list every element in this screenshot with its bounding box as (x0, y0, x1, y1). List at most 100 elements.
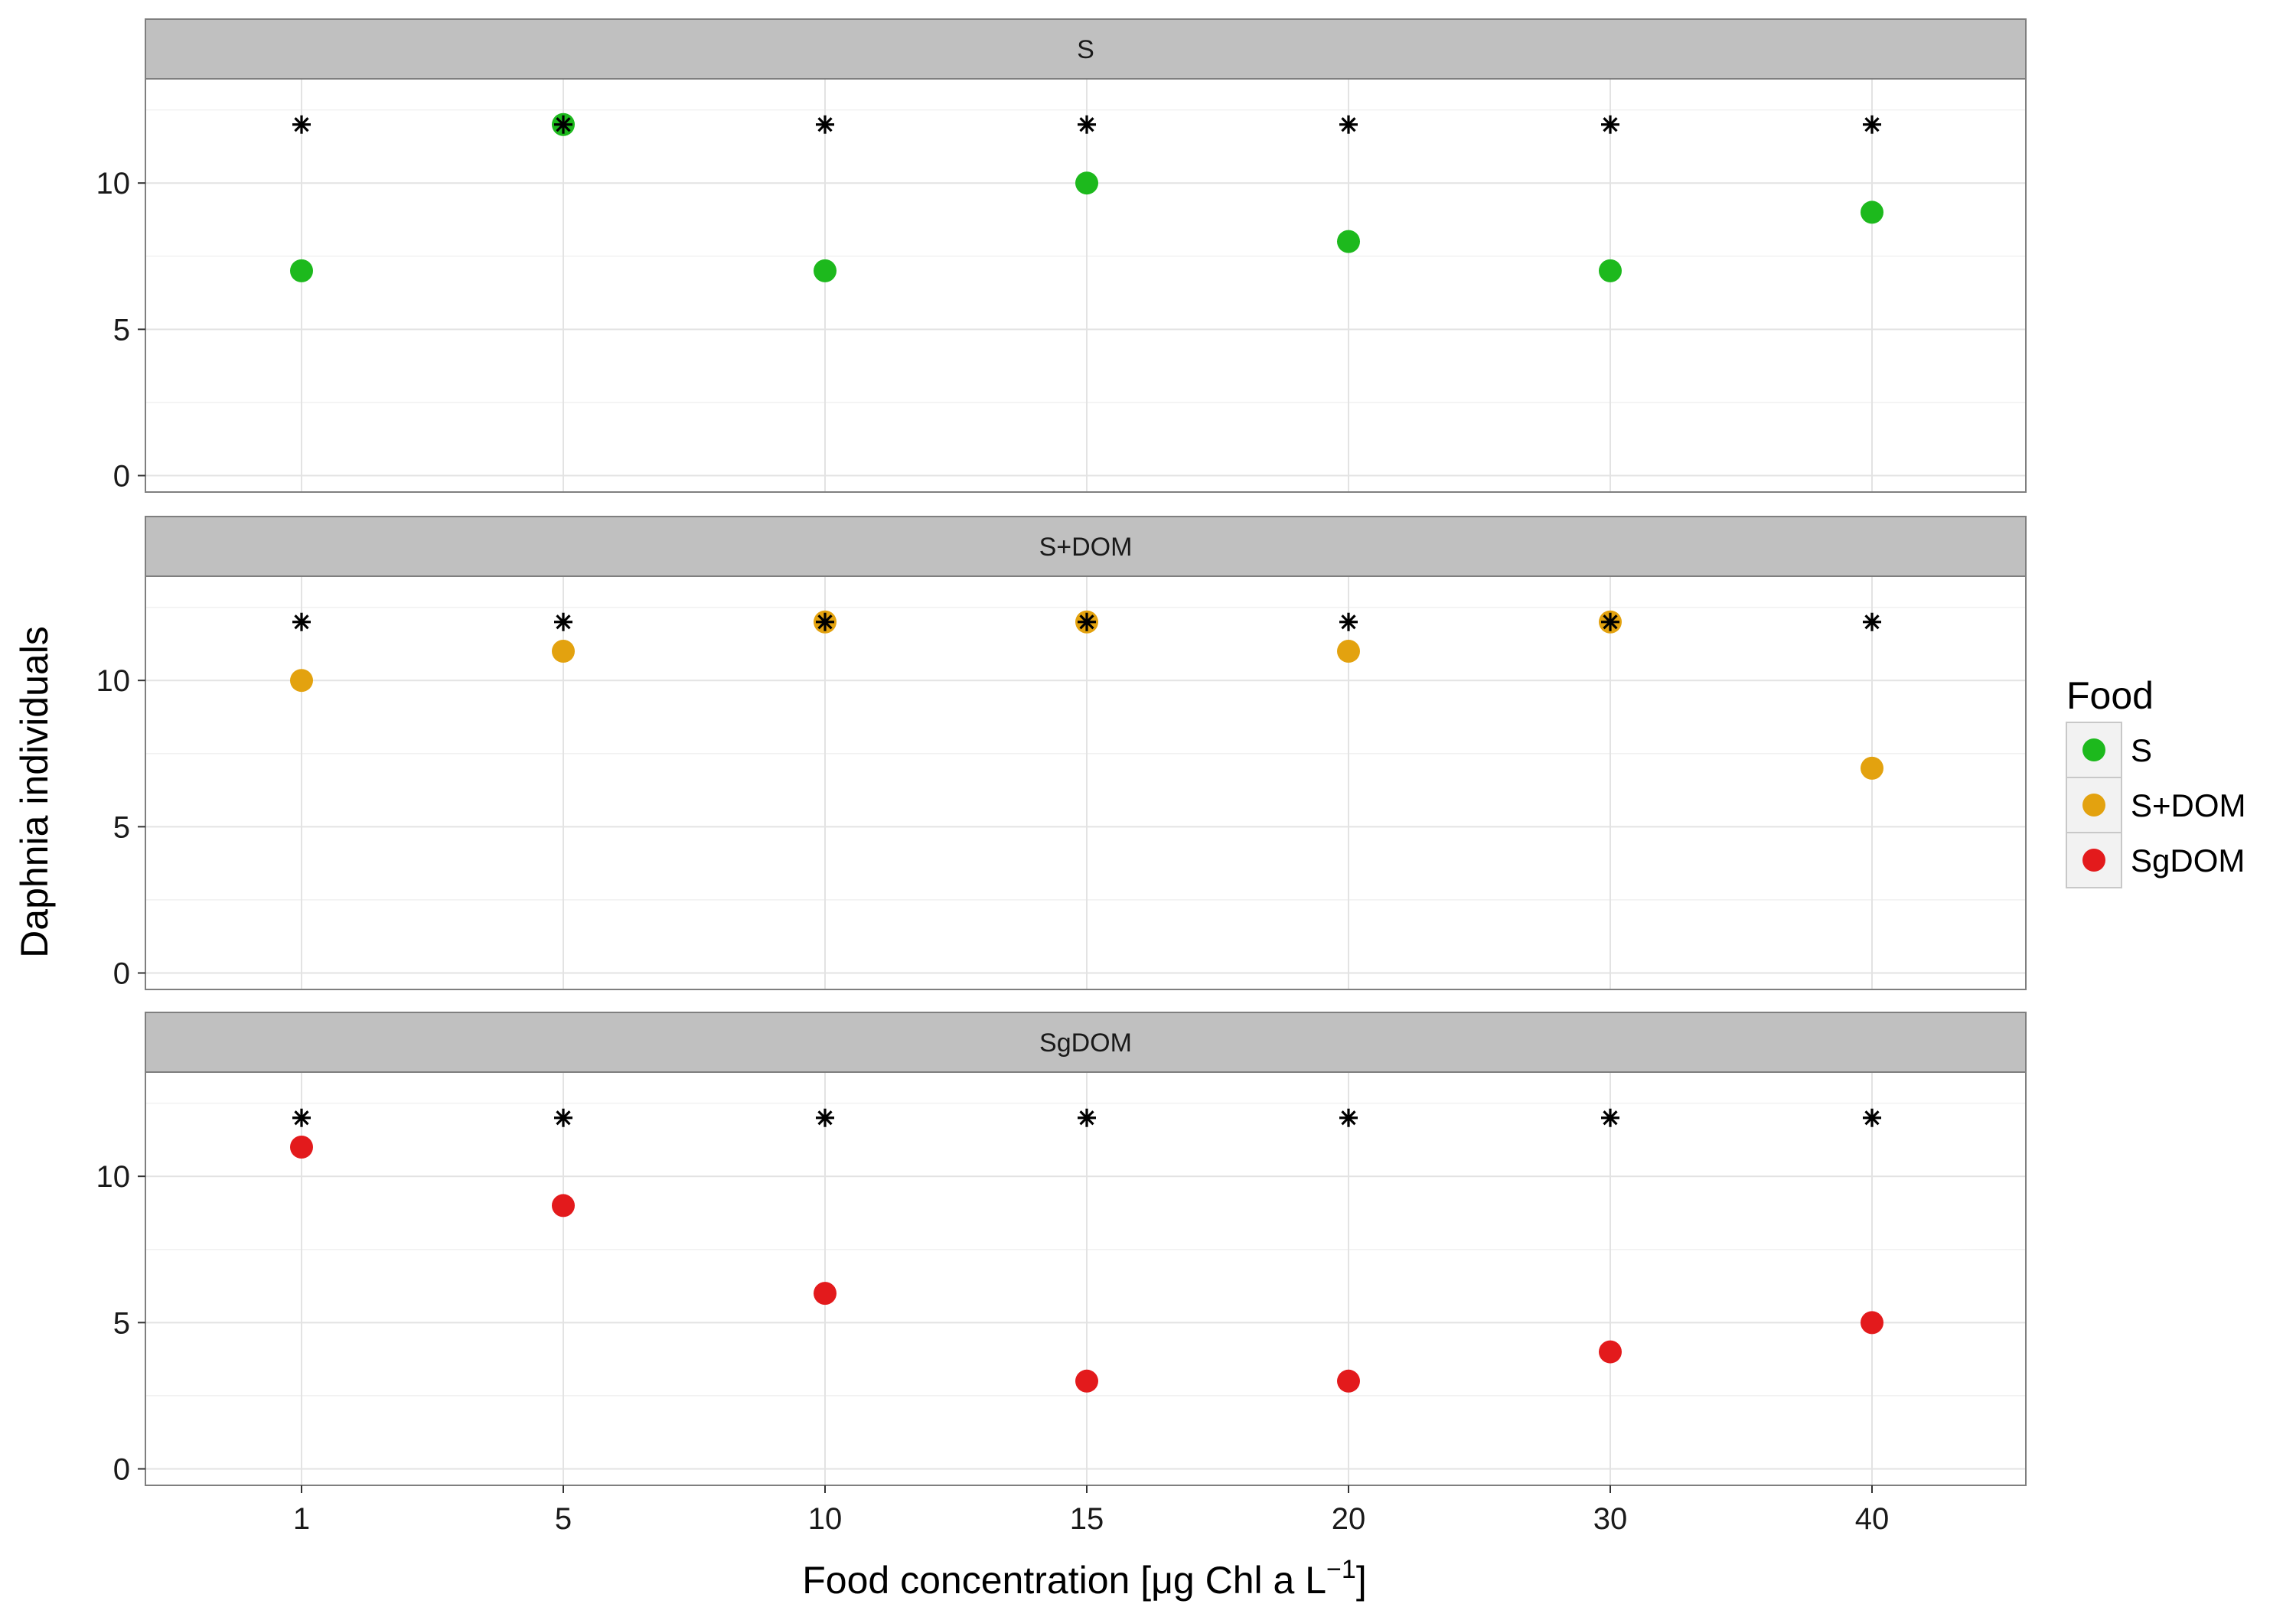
asterisk-marker (816, 612, 834, 631)
asterisk-stroke (556, 614, 571, 630)
data-point-sgdom (1337, 1369, 1360, 1393)
y-tick-label-sgdom: 0 (113, 1453, 130, 1487)
asterisk-stroke (556, 1110, 571, 1126)
asterisk-marker (1339, 1108, 1358, 1127)
plot-area-s (145, 78, 2027, 493)
strip-sgdom (145, 1012, 2027, 1073)
asterisk-stroke (817, 614, 833, 630)
asterisk-stroke (1341, 117, 1356, 132)
asterisk-stroke (817, 1110, 833, 1126)
asterisk-stroke (294, 614, 309, 630)
asterisk-marker (1339, 612, 1358, 631)
asterisk-stroke (1341, 1110, 1356, 1126)
plot-area-sgdom (145, 1071, 2027, 1486)
legend-item-s: S (2066, 722, 2152, 778)
asterisk-marker (554, 1108, 572, 1127)
asterisk-marker (554, 612, 572, 631)
data-point-s (814, 259, 837, 282)
y-tick-label-s: 5 (113, 313, 130, 347)
asterisk-stroke (294, 117, 309, 132)
asterisk-marker (1601, 115, 1619, 134)
data-point-s-plus-dom (290, 669, 313, 693)
asterisk-marker (1339, 115, 1358, 134)
strip-label-sgdom: SgDOM (1039, 1028, 1132, 1058)
x-tick-label: 20 (1332, 1502, 1366, 1536)
y-tick-label-s-plus-dom: 10 (96, 664, 131, 698)
asterisk-stroke (1603, 614, 1618, 630)
panel-s: S 0 5 10 (96, 18, 2027, 494)
asterisk-stroke (294, 1110, 309, 1126)
asterisk-stroke (1603, 1110, 1618, 1126)
x-tick-label: 30 (1593, 1502, 1628, 1536)
plot-area-s-plus-dom (145, 575, 2027, 990)
asterisk-marker (1078, 1108, 1096, 1127)
data-point-sgdom (1861, 1311, 1883, 1335)
asterisk-stroke (1079, 1110, 1094, 1126)
legend: Food S S+DOM SgDOM (2066, 674, 2246, 888)
data-point-s (1861, 200, 1883, 224)
x-tick-label: 1 (293, 1502, 310, 1536)
asterisk-stroke (1603, 117, 1618, 132)
legend-swatch-sgdom (2082, 849, 2105, 872)
data-point-s (1337, 230, 1360, 253)
x-axis-title-superscript: −1 (1326, 1555, 1356, 1584)
x-axis: 1 5 10 15 20 30 40 (293, 1485, 1889, 1536)
legend-item-sgdom: SgDOM (2066, 832, 2245, 888)
asterisk-marker (292, 612, 311, 631)
legend-item-s-plus-dom: S+DOM (2066, 777, 2246, 833)
data-point-s-plus-dom (552, 639, 575, 663)
asterisk-marker (1601, 1108, 1619, 1127)
y-axis-title: Daphnia individuals (13, 626, 56, 958)
x-tick-label: 15 (1070, 1502, 1104, 1536)
y-tick-label-s: 10 (96, 167, 131, 200)
asterisk-marker (1863, 612, 1881, 631)
legend-swatch-s (2082, 738, 2105, 761)
y-tick-label-s-plus-dom: 0 (113, 957, 130, 991)
asterisk-stroke (1864, 117, 1880, 132)
asterisk-marker (1078, 612, 1096, 631)
legend-title: Food (2066, 674, 2154, 717)
asterisk-marker (1078, 115, 1096, 134)
asterisk-marker (554, 115, 572, 134)
asterisk-marker (1601, 612, 1619, 631)
asterisk-stroke (1864, 1110, 1880, 1126)
asterisk-stroke (1341, 614, 1356, 630)
legend-swatch-s-plus-dom (2082, 794, 2105, 817)
y-tick-label-s-plus-dom: 5 (113, 810, 130, 844)
legend-label-s: S (2131, 732, 2152, 768)
data-point-sgdom (814, 1282, 837, 1305)
asterisk-stroke (556, 117, 571, 132)
panel-s-plus-dom: S+DOM 0 5 10 (96, 516, 2027, 991)
legend-label-s-plus-dom: S+DOM (2131, 787, 2246, 823)
x-tick-label: 40 (1855, 1502, 1890, 1536)
data-point-s (1075, 171, 1098, 195)
panel-sgdom: SgDOM 0 5 10 (96, 1012, 2027, 1487)
strip-label-s-plus-dom: S+DOM (1039, 533, 1133, 562)
y-tick-label-s: 0 (113, 460, 130, 494)
strip-s-plus-dom (145, 516, 2027, 577)
facet-panels: S 0 5 10 S+DOM 0 5 10 SgDOM 0 5 10 (96, 18, 2027, 1487)
x-axis-title-end: ] (1356, 1559, 1367, 1602)
asterisk-marker (1863, 115, 1881, 134)
data-point-s-plus-dom (1337, 639, 1360, 663)
asterisk-marker (292, 1108, 311, 1127)
asterisk-marker (816, 115, 834, 134)
y-tick-label-sgdom: 5 (113, 1306, 130, 1340)
x-axis-title: Food concentration [μg Chl a L−1] (802, 1555, 1366, 1602)
y-tick-label-sgdom: 10 (96, 1160, 131, 1194)
data-point-sgdom (290, 1135, 313, 1159)
asterisk-stroke (1079, 614, 1094, 630)
data-point-s (290, 259, 313, 282)
x-tick-label: 10 (808, 1502, 843, 1536)
data-point-sgdom (1599, 1340, 1622, 1364)
asterisk-stroke (1079, 117, 1094, 132)
data-point-s-plus-dom (1861, 756, 1883, 780)
asterisk-marker (816, 1108, 834, 1127)
data-point-sgdom (552, 1194, 575, 1217)
strip-label-s: S (1077, 35, 1094, 64)
asterisk-stroke (1864, 614, 1880, 630)
strip-s (145, 18, 2027, 80)
asterisk-marker (1863, 1108, 1881, 1127)
x-tick-label: 5 (555, 1502, 572, 1536)
